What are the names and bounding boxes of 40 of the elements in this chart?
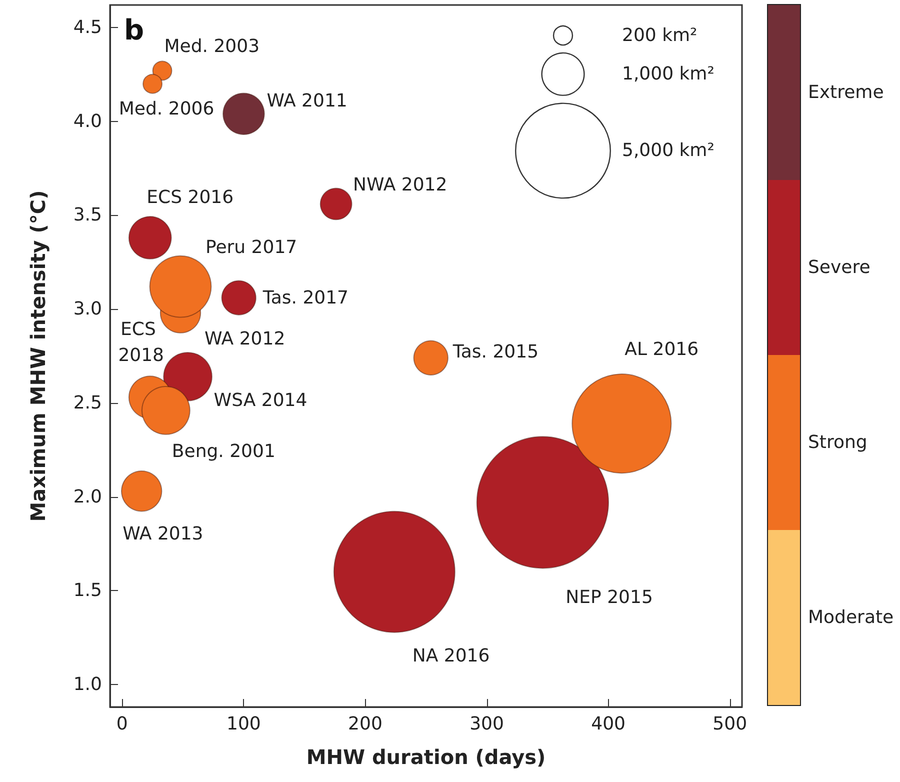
y-tick-label: 4.0 <box>73 110 102 132</box>
y-axis-title: Maximum MHW intensity (°C) <box>26 190 50 522</box>
annotation: Tas. 2015 <box>452 341 539 362</box>
y-tick-label: 1.5 <box>73 580 102 602</box>
annotation: NWA 2012 <box>353 174 448 196</box>
annotation: Beng. 2001 <box>172 440 276 462</box>
annotation: Med. 2003 <box>164 36 260 58</box>
annotation: ECS 2018 <box>118 318 164 366</box>
annotation: WA 2013 <box>122 524 204 545</box>
annotation: Peru 2017 <box>205 237 298 258</box>
x-axis-title: MHW duration (days) <box>306 745 546 769</box>
annotation: NA 2016 <box>412 645 490 666</box>
legend-label: Moderate <box>808 607 894 628</box>
y-tick-label: 3.5 <box>73 204 102 226</box>
annotation: WSA 2014 <box>214 390 308 412</box>
x-tick-label: 400 <box>591 714 626 734</box>
legend-label: 5,000 km² <box>622 140 714 162</box>
annotation: NEP 2015 <box>566 586 653 608</box>
legend-label: 1,000 km² <box>622 64 714 85</box>
annotation: WA 2012 <box>204 328 286 350</box>
legend-label: 200 km² <box>622 24 698 46</box>
annotation: WA 2011 <box>266 90 348 112</box>
legend-label: Extreme <box>808 82 884 103</box>
y-tick-label: 1.0 <box>73 674 102 695</box>
y-tick-label: 2.5 <box>73 392 102 414</box>
x-tick-label: 500 <box>712 714 748 734</box>
x-tick-label: 300 <box>470 714 504 734</box>
x-tick-label: 0 <box>116 714 128 734</box>
legend-label: Severe <box>808 257 870 278</box>
annotation: AL 2016 <box>624 339 699 360</box>
chart-title: b <box>124 14 144 46</box>
x-tick-label: 200 <box>348 714 382 734</box>
annotation: Tas. 2017 <box>262 287 349 308</box>
legend-label: Strong <box>808 432 868 453</box>
x-tick-label: 100 <box>226 714 261 734</box>
annotation: Med. 2006 <box>118 98 214 120</box>
annotation: ECS 2016 <box>146 187 234 208</box>
y-tick-label: 3.0 <box>73 298 102 320</box>
y-tick-label: 4.5 <box>73 17 102 38</box>
y-tick-label: 2.0 <box>73 486 102 508</box>
